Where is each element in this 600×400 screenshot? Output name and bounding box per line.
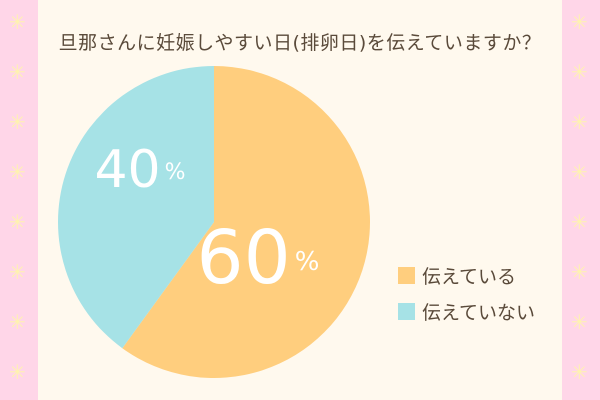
legend-swatch-told xyxy=(398,266,415,284)
pie-slice-not-told xyxy=(57,66,215,349)
pie-slice-told xyxy=(122,66,370,378)
decor-star-icon: ✳ xyxy=(9,310,26,334)
decor-star-icon: ✳ xyxy=(9,10,26,34)
decor-star-icon: ✳ xyxy=(571,210,588,234)
decor-star-icon: ✳ xyxy=(571,160,588,184)
legend-label-not-told: 伝えていない xyxy=(422,301,536,324)
left-decor-stripe xyxy=(0,0,38,400)
decor-star-icon: ✳ xyxy=(9,210,26,234)
decor-star-icon: ✳ xyxy=(571,260,588,284)
decor-star-icon: ✳ xyxy=(9,260,26,284)
pie-data-label-not-told: 40% xyxy=(94,140,185,200)
decor-star-icon: ✳ xyxy=(571,310,588,334)
chart-title: 旦那さんに妊娠しやすい日(排卵日)を伝えていますか？ xyxy=(58,32,542,54)
decor-star-icon: ✳ xyxy=(571,360,588,384)
legend-item-told: 伝えている xyxy=(398,263,535,288)
decor-star-icon: ✳ xyxy=(571,10,588,34)
decor-star-icon: ✳ xyxy=(571,60,588,84)
decor-star-icon: ✳ xyxy=(9,60,26,84)
right-decor-stripe xyxy=(562,0,600,400)
legend-label-told: 伝えている xyxy=(422,265,517,288)
decor-star-icon: ✳ xyxy=(571,110,588,134)
legend-swatch-not-told xyxy=(398,302,415,320)
chart-legend: 伝えている 伝えていない xyxy=(398,263,535,335)
decor-star-icon: ✳ xyxy=(9,110,26,134)
pie-data-label-told: 60% xyxy=(197,215,320,301)
legend-item-not-told: 伝えていない xyxy=(398,299,536,324)
decor-star-icon: ✳ xyxy=(9,360,26,384)
decor-star-icon: ✳ xyxy=(9,160,26,184)
